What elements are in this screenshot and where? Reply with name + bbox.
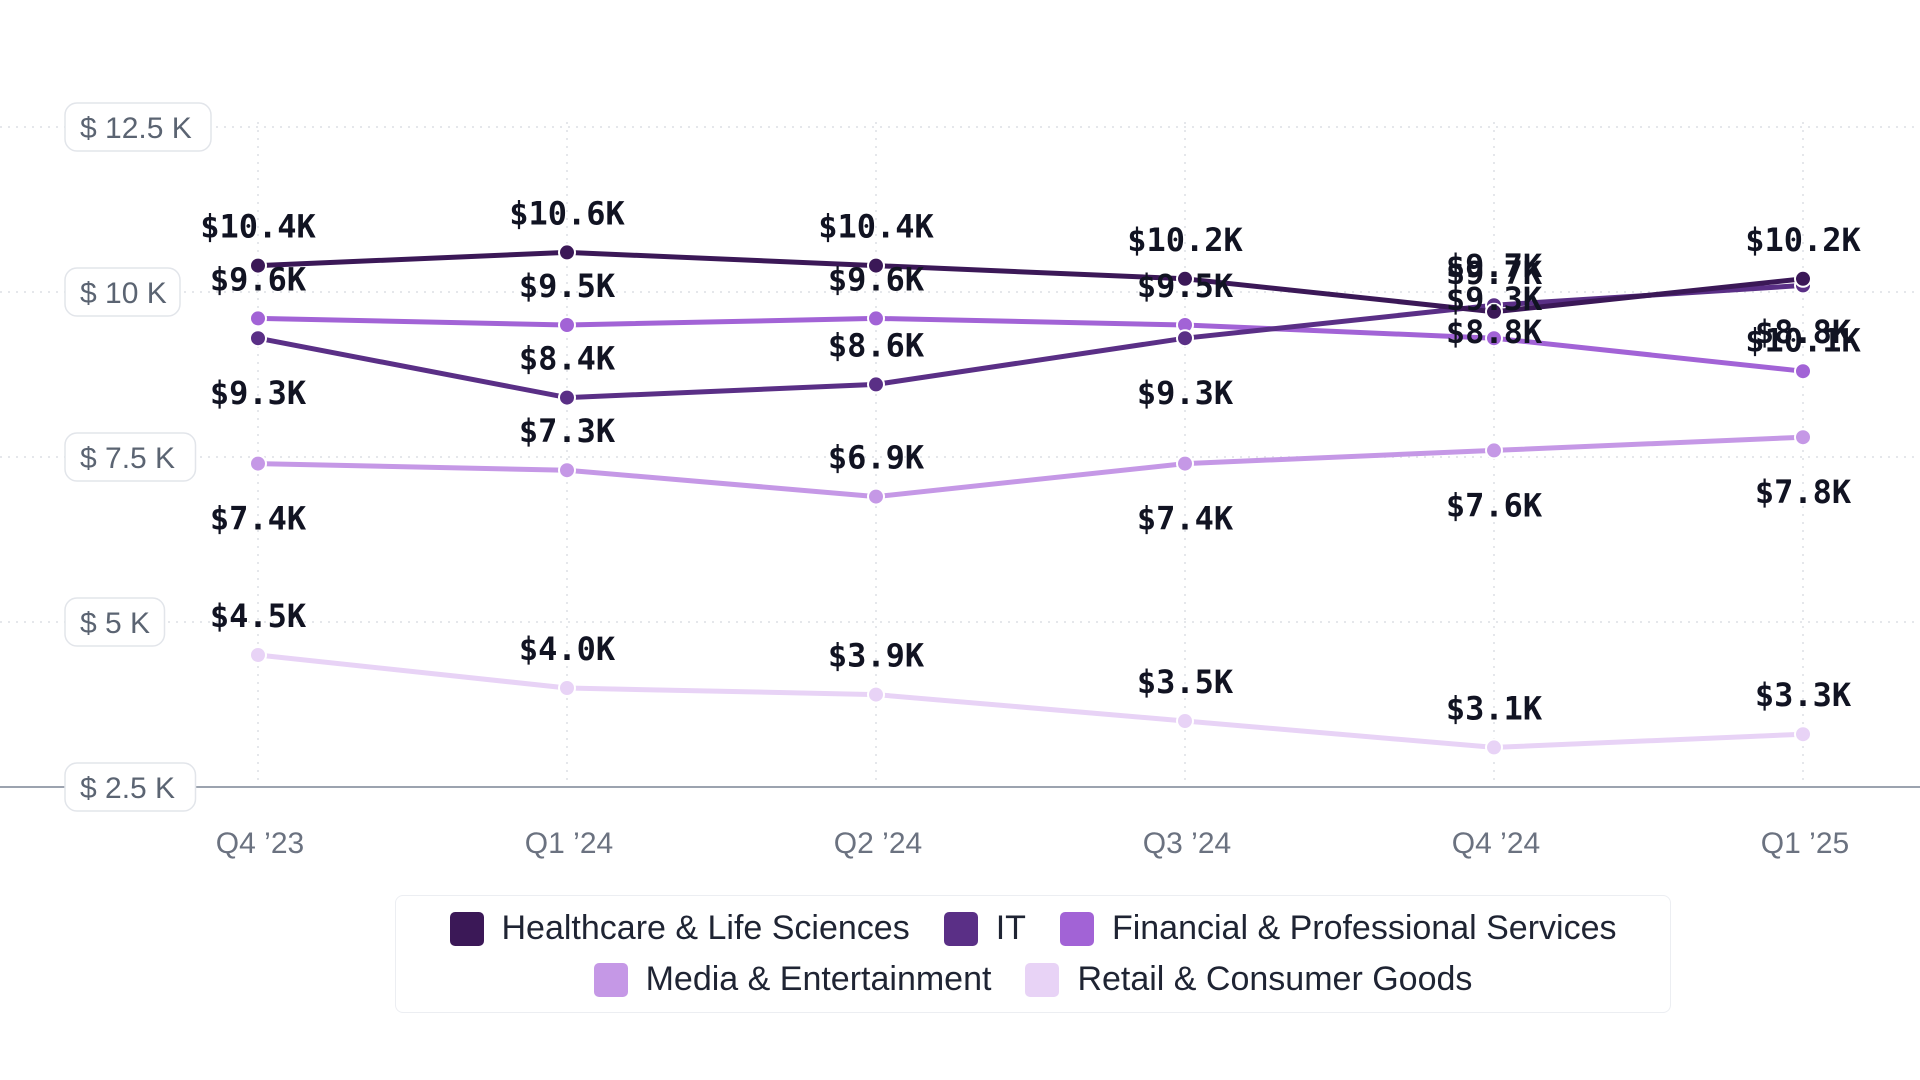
y-tick-label: $ 10 K bbox=[80, 277, 167, 310]
data-label: $8.8K bbox=[1755, 313, 1852, 351]
y-tick-label: $ 12.5 K bbox=[80, 112, 192, 145]
data-label: $7.6K bbox=[1446, 486, 1543, 524]
data-label: $6.9K bbox=[828, 439, 925, 477]
data-label: $9.6K bbox=[828, 260, 925, 298]
x-tick-label: Q1 ’25 bbox=[1761, 827, 1849, 860]
y-tick-box bbox=[64, 102, 212, 152]
legend-swatch-healthcare bbox=[449, 911, 484, 946]
chart-legend: Healthcare & Life Sciences IT Financial … bbox=[395, 895, 1671, 1013]
data-label: $10.2K bbox=[1745, 221, 1861, 259]
data-label: $9.5K bbox=[1137, 267, 1234, 305]
data-label: $9.5K bbox=[519, 267, 616, 305]
legend-item-retail[interactable]: Retail & Consumer Goods bbox=[1025, 960, 1472, 999]
series-line-4 bbox=[255, 652, 1806, 750]
data-point bbox=[249, 454, 267, 473]
data-point bbox=[867, 685, 885, 704]
data-label: $9.3K bbox=[210, 374, 307, 412]
legend-swatch-media bbox=[593, 962, 628, 997]
legend-item-media[interactable]: Media & Entertainment bbox=[593, 960, 992, 999]
x-tick-label: Q1 ’24 bbox=[525, 827, 613, 860]
data-point bbox=[558, 243, 576, 262]
legend-row-2: Media & Entertainment Retail & Consumer … bbox=[593, 960, 1472, 999]
x-tick-label: Q4 ’24 bbox=[1452, 827, 1540, 860]
series-line-1 bbox=[255, 282, 1806, 401]
y-tick-label: $ 5 K bbox=[80, 607, 150, 640]
legend-label-retail: Retail & Consumer Goods bbox=[1077, 960, 1473, 998]
series-line-0 bbox=[255, 249, 1806, 315]
y-tick-label: $ 7.5 K bbox=[80, 442, 175, 475]
data-point bbox=[1794, 725, 1812, 744]
data-point bbox=[1485, 441, 1503, 460]
data-point bbox=[1485, 302, 1503, 321]
data-point bbox=[1485, 738, 1503, 757]
legend-swatch-it bbox=[943, 911, 978, 946]
data-point bbox=[1176, 712, 1194, 730]
data-label: $10.4K bbox=[818, 208, 934, 246]
data-point bbox=[867, 256, 885, 275]
data-point bbox=[1794, 362, 1812, 381]
data-point bbox=[1176, 269, 1194, 288]
y-tick-box bbox=[64, 267, 181, 317]
data-point bbox=[249, 309, 267, 328]
data-point bbox=[558, 461, 576, 480]
data-label: $8.8K bbox=[1446, 313, 1543, 351]
data-label: $10.4K bbox=[200, 208, 316, 246]
data-label: $4.5K bbox=[210, 597, 307, 635]
data-label: $10.6K bbox=[509, 194, 625, 232]
data-point bbox=[867, 375, 885, 394]
data-label: $3.3K bbox=[1755, 676, 1852, 714]
data-point bbox=[558, 679, 576, 697]
y-tick-box bbox=[64, 432, 197, 482]
data-label: $9.3K bbox=[1137, 374, 1234, 412]
y-tick-label: $ 2.5 K bbox=[80, 772, 175, 805]
legend-label-financial: Financial & Professional Services bbox=[1111, 909, 1617, 947]
series-line-3 bbox=[255, 434, 1806, 500]
data-label: $7.4K bbox=[210, 500, 307, 538]
y-tick-box bbox=[64, 597, 166, 647]
data-point bbox=[867, 487, 885, 506]
data-label: $9.7K bbox=[1446, 254, 1543, 292]
data-point bbox=[1176, 329, 1194, 348]
legend-swatch-retail bbox=[1025, 962, 1060, 997]
data-label: $3.9K bbox=[828, 637, 925, 675]
legend-row-1: Healthcare & Life Sciences IT Financial … bbox=[449, 909, 1617, 948]
data-label: $7.3K bbox=[519, 412, 616, 450]
legend-label-healthcare: Healthcare & Life Sciences bbox=[501, 909, 910, 947]
data-point bbox=[1794, 269, 1812, 288]
data-label: $9.7K bbox=[1446, 247, 1543, 285]
data-point bbox=[1485, 329, 1503, 348]
legend-item-it[interactable]: IT bbox=[943, 909, 1026, 948]
data-label: $7.8K bbox=[1755, 473, 1852, 511]
legend-item-healthcare[interactable]: Healthcare & Life Sciences bbox=[449, 909, 910, 948]
x-tick-label: Q3 ’24 bbox=[1143, 827, 1231, 860]
data-point bbox=[249, 256, 267, 275]
data-label: $9.6K bbox=[210, 260, 307, 298]
legend-label-media: Media & Entertainment bbox=[645, 960, 992, 998]
data-label: $3.5K bbox=[1137, 663, 1234, 701]
data-label: $8.4K bbox=[519, 340, 616, 378]
data-label: $10.2K bbox=[1127, 221, 1243, 259]
legend-swatch-financial bbox=[1059, 911, 1094, 946]
data-point bbox=[558, 316, 576, 334]
series-line-2 bbox=[255, 315, 1806, 374]
data-point bbox=[1176, 454, 1194, 473]
data-label: $3.1K bbox=[1446, 689, 1543, 727]
data-label: $4.0K bbox=[519, 630, 616, 668]
data-point bbox=[249, 329, 267, 348]
data-point bbox=[249, 646, 267, 664]
data-label: $10.1K bbox=[1745, 321, 1861, 359]
legend-label-it: IT bbox=[995, 909, 1026, 947]
x-tick-label: Q4 ’23 bbox=[216, 827, 304, 860]
data-point bbox=[558, 388, 576, 407]
legend-item-financial[interactable]: Financial & Professional Services bbox=[1059, 909, 1617, 948]
data-point bbox=[1794, 428, 1812, 447]
x-tick-label: Q2 ’24 bbox=[834, 827, 922, 860]
y-tick-box bbox=[64, 762, 197, 812]
data-label: $8.6K bbox=[828, 326, 925, 364]
data-label: $7.4K bbox=[1137, 500, 1234, 538]
data-point bbox=[867, 309, 885, 328]
data-label: $9.3K bbox=[1446, 280, 1543, 318]
